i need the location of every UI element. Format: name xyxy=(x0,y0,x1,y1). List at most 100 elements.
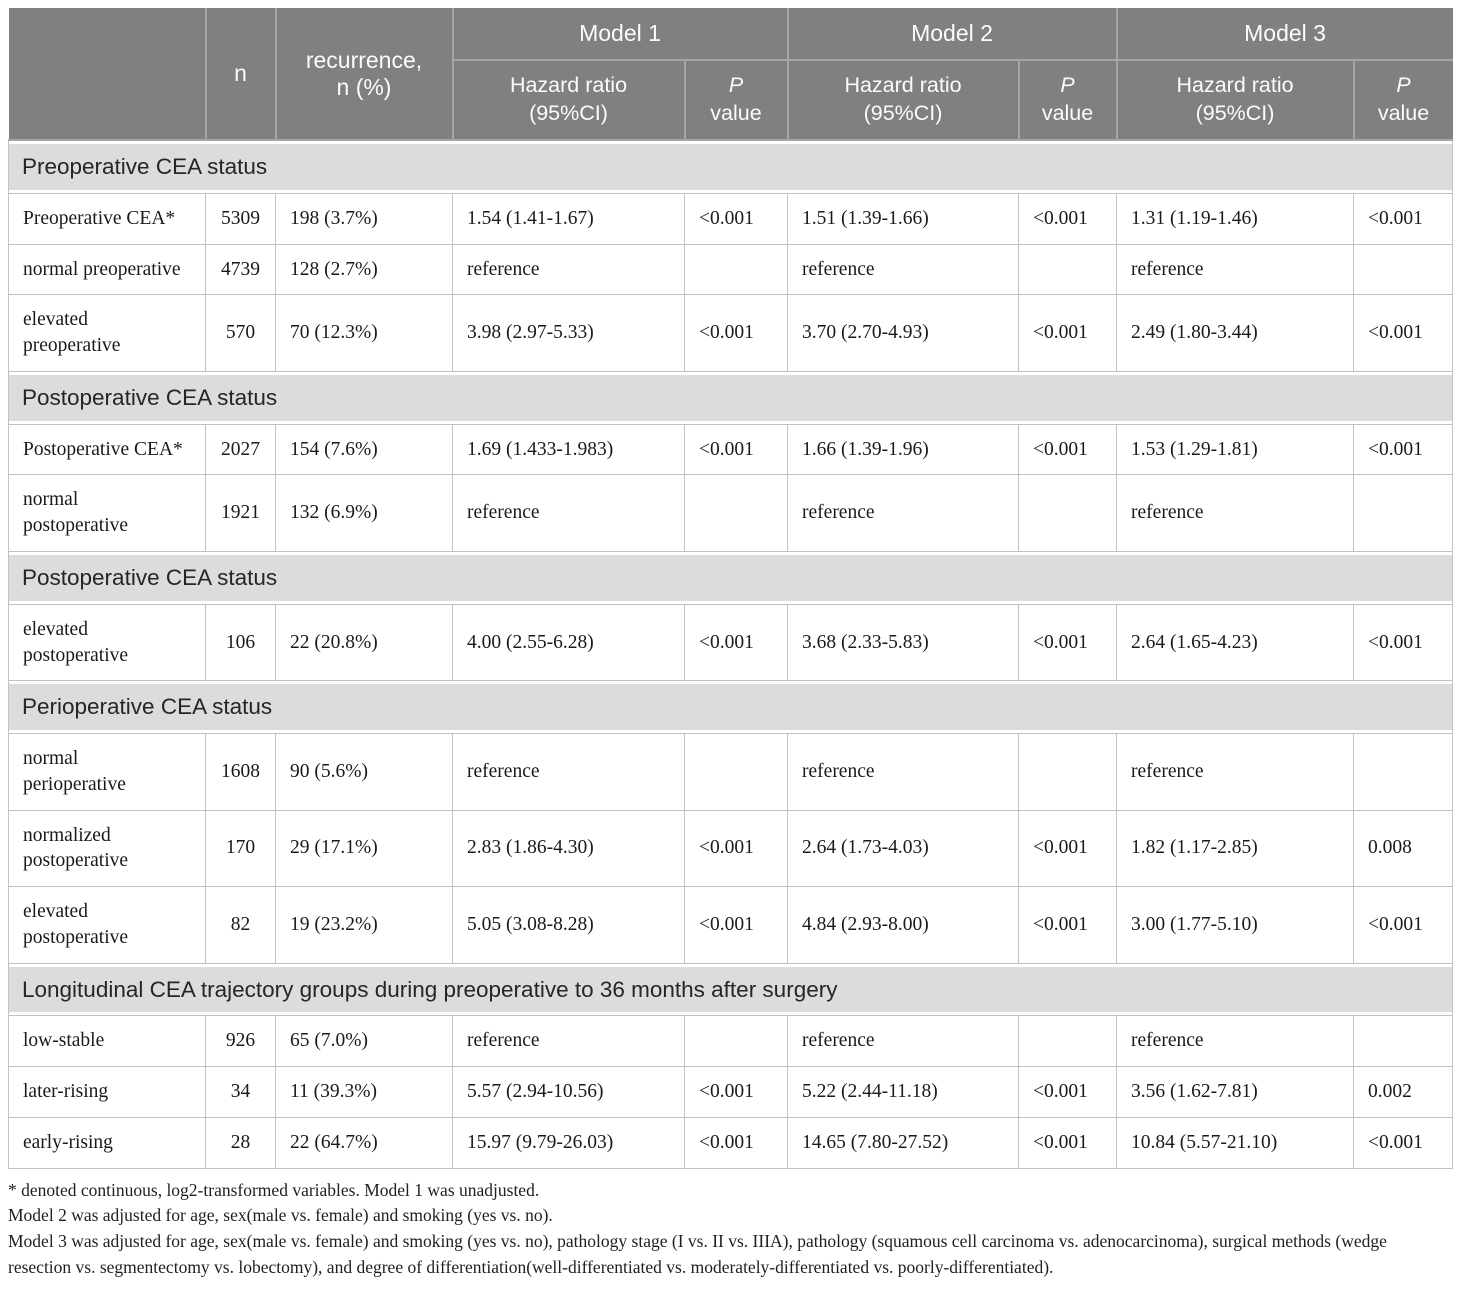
m3-p-cell xyxy=(1353,1015,1454,1068)
header-blank-cell xyxy=(8,8,207,141)
m3-hr-cell: 1.53 (1.29-1.81) xyxy=(1116,423,1355,476)
m2-hr-cell: 5.22 (2.44-11.18) xyxy=(787,1066,1020,1118)
table-row: elevated postoperative 82 19 (23.2%) 5.0… xyxy=(8,886,1454,964)
m2-p-cell: <0.001 xyxy=(1018,294,1118,372)
m2-hr-cell: 2.64 (1.73-4.03) xyxy=(787,809,1020,888)
m3-hr-cell: 10.84 (5.57-21.10) xyxy=(1116,1116,1355,1169)
n-cell: 106 xyxy=(205,603,276,682)
table-row: low-stable 926 65 (7.0%) reference refer… xyxy=(8,1015,1454,1068)
recurrence-cell: 22 (20.8%) xyxy=(275,603,453,682)
recurrence-cell: 128 (2.7%) xyxy=(275,243,453,296)
recurrence-cell: 29 (17.1%) xyxy=(275,809,453,888)
n-cell: 570 xyxy=(205,294,276,372)
table-row: elevated preoperative 570 70 (12.3%) 3.9… xyxy=(8,294,1454,372)
row-label-cell: Preoperative CEA* xyxy=(8,192,206,245)
row-label-cell: normal perioperative xyxy=(8,733,206,811)
section-cell: Postoperative CEA status xyxy=(7,370,1454,425)
m2-p-cell xyxy=(1018,474,1118,552)
row-label-cell: low-stable xyxy=(8,1015,206,1068)
section-title: Perioperative CEA status xyxy=(9,684,1452,731)
m1-p-cell: <0.001 xyxy=(683,192,789,245)
footnote-line: * denoted continuous, log2-transformed v… xyxy=(8,1179,540,1200)
m1-hr-cell: 5.05 (3.08-8.28) xyxy=(452,886,685,964)
section-title: Postoperative CEA status xyxy=(9,374,1452,421)
recurrence-cell: 198 (3.7%) xyxy=(275,192,453,245)
m2-hr-cell: 1.51 (1.39-1.66) xyxy=(787,192,1020,245)
m3-hr-cell: 3.00 (1.77-5.10) xyxy=(1116,886,1355,964)
m1-hr-cell: reference xyxy=(452,1015,685,1068)
m3-hr-cell: 3.56 (1.62-7.81) xyxy=(1116,1066,1355,1118)
m2-p-cell: <0.001 xyxy=(1018,886,1118,964)
n-cell: 5309 xyxy=(205,192,276,245)
m3-p-cell xyxy=(1353,243,1454,296)
m1-p-cell: <0.001 xyxy=(683,1066,789,1118)
header-m2-hazard-ratio: Hazard ratio (95%CI) xyxy=(786,59,1020,141)
m3-hr-cell: reference xyxy=(1116,474,1355,552)
table-row: normalized postoperative 170 29 (17.1%) … xyxy=(8,809,1454,888)
m1-hr-cell: 15.97 (9.79-26.03) xyxy=(452,1116,685,1169)
header-model-1: Model 1 xyxy=(451,8,789,61)
m1-p-cell: <0.001 xyxy=(683,294,789,372)
header-m3-hazard-ratio: Hazard ratio (95%CI) xyxy=(1115,59,1355,141)
m1-p-cell: <0.001 xyxy=(683,809,789,888)
recurrence-cell: 22 (64.7%) xyxy=(275,1116,453,1169)
n-cell: 1921 xyxy=(205,474,276,552)
m2-hr-cell: reference xyxy=(787,243,1020,296)
n-cell: 1608 xyxy=(205,733,276,811)
m2-p-cell xyxy=(1018,1015,1118,1068)
m3-p-cell: <0.001 xyxy=(1353,294,1454,372)
header-recurrence: recurrence, n (%) xyxy=(274,8,454,141)
m2-p-cell: <0.001 xyxy=(1018,1066,1118,1118)
table-row: later-rising 34 11 (39.3%) 5.57 (2.94-10… xyxy=(8,1066,1454,1118)
m1-p-cell: <0.001 xyxy=(683,423,789,476)
m1-hr-cell: reference xyxy=(452,474,685,552)
footnote-line: Model 3 was adjusted for age, sex(male v… xyxy=(8,1231,1387,1278)
n-cell: 4739 xyxy=(205,243,276,296)
n-cell: 926 xyxy=(205,1015,276,1068)
section-row: Preoperative CEA status xyxy=(7,139,1454,194)
cox-regression-table: n recurrence, n (%) Model 1 Model 2 Mode… xyxy=(7,8,1454,1169)
m1-hr-cell: 1.54 (1.41-1.67) xyxy=(452,192,685,245)
m3-hr-cell: 2.64 (1.65-4.23) xyxy=(1116,603,1355,682)
m3-p-cell: 0.008 xyxy=(1353,809,1454,888)
section-cell: Postoperative CEA status xyxy=(7,550,1454,605)
m1-hr-cell: reference xyxy=(452,243,685,296)
m1-p-cell: <0.001 xyxy=(683,1116,789,1169)
section-row: Postoperative CEA status xyxy=(7,550,1454,605)
m1-hr-cell: 3.98 (2.97-5.33) xyxy=(452,294,685,372)
section-cell: Perioperative CEA status xyxy=(7,680,1454,735)
m1-hr-cell: 4.00 (2.55-6.28) xyxy=(452,603,685,682)
table-row: normal postoperative 1921 132 (6.9%) ref… xyxy=(8,474,1454,552)
n-cell: 170 xyxy=(205,809,276,888)
row-label-cell: normal postoperative xyxy=(8,474,206,552)
m2-hr-cell: 4.84 (2.93-8.00) xyxy=(787,886,1020,964)
m3-p-cell: 0.002 xyxy=(1353,1066,1454,1118)
m3-hr-cell: reference xyxy=(1116,733,1355,811)
m3-hr-cell: reference xyxy=(1116,243,1355,296)
m3-p-cell xyxy=(1353,733,1454,811)
m2-p-cell: <0.001 xyxy=(1018,192,1118,245)
table-row: elevated postoperative 106 22 (20.8%) 4.… xyxy=(8,603,1454,682)
n-cell: 28 xyxy=(205,1116,276,1169)
table-row: early-rising 28 22 (64.7%) 15.97 (9.79-2… xyxy=(8,1116,1454,1169)
header-model-3: Model 3 xyxy=(1115,8,1453,61)
m2-hr-cell: 14.65 (7.80-27.52) xyxy=(787,1116,1020,1169)
section-title: Preoperative CEA status xyxy=(9,144,1452,190)
m1-p-cell xyxy=(683,243,789,296)
row-label-cell: elevated preoperative xyxy=(8,294,206,372)
row-label-cell: early-rising xyxy=(8,1116,206,1169)
m2-hr-cell: 1.66 (1.39-1.96) xyxy=(787,423,1020,476)
m1-p-cell: <0.001 xyxy=(683,886,789,964)
m1-p-cell xyxy=(683,733,789,811)
table-row: normal preoperative 4739 128 (2.7%) refe… xyxy=(8,243,1454,296)
m3-hr-cell: reference xyxy=(1116,1015,1355,1068)
recurrence-cell: 70 (12.3%) xyxy=(275,294,453,372)
m3-p-cell: <0.001 xyxy=(1353,192,1454,245)
m2-hr-cell: reference xyxy=(787,1015,1020,1068)
m2-p-cell: <0.001 xyxy=(1018,603,1118,682)
section-row: Perioperative CEA status xyxy=(7,680,1454,735)
table-row: normal perioperative 1608 90 (5.6%) refe… xyxy=(8,733,1454,811)
header-n: n xyxy=(204,8,277,141)
n-cell: 34 xyxy=(205,1066,276,1118)
m3-hr-cell: 1.82 (1.17-2.85) xyxy=(1116,809,1355,888)
